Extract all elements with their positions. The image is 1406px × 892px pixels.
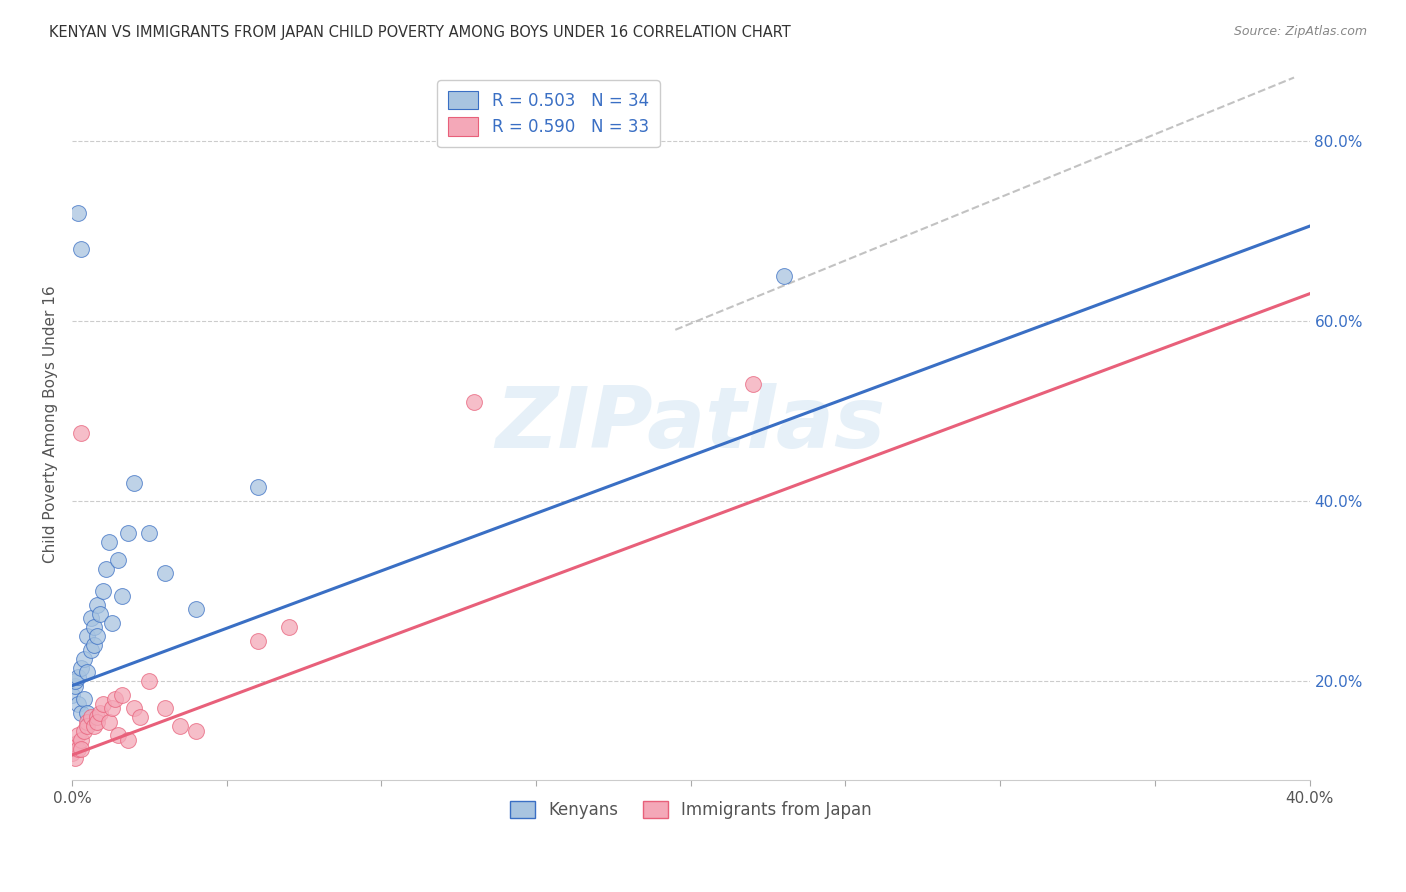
Point — [67, 697, 90, 711]
Point — [63, 751, 86, 765]
Point — [169, 719, 191, 733]
Point — [76, 665, 98, 680]
Point — [79, 642, 101, 657]
Point — [70, 741, 93, 756]
Point — [70, 242, 93, 256]
Point — [73, 723, 96, 738]
Point — [76, 629, 98, 643]
Point — [79, 611, 101, 625]
Point — [153, 701, 176, 715]
Point — [70, 706, 93, 720]
Point — [91, 584, 114, 599]
Point — [76, 719, 98, 733]
Point — [63, 679, 86, 693]
Point — [73, 692, 96, 706]
Point — [89, 706, 111, 720]
Point — [277, 620, 299, 634]
Point — [70, 661, 93, 675]
Point — [89, 607, 111, 621]
Point — [138, 674, 160, 689]
Point — [70, 426, 93, 441]
Point — [67, 741, 90, 756]
Y-axis label: Child Poverty Among Boys Under 16: Child Poverty Among Boys Under 16 — [44, 285, 58, 563]
Point — [122, 701, 145, 715]
Point — [463, 395, 485, 409]
Point — [94, 561, 117, 575]
Point — [60, 746, 83, 760]
Point — [741, 376, 763, 391]
Point — [104, 692, 127, 706]
Point — [86, 714, 108, 729]
Point — [129, 710, 152, 724]
Point — [98, 714, 121, 729]
Point — [246, 481, 269, 495]
Point — [76, 714, 98, 729]
Point — [107, 728, 129, 742]
Point — [101, 701, 124, 715]
Point — [184, 723, 207, 738]
Legend: Kenyans, Immigrants from Japan: Kenyans, Immigrants from Japan — [503, 794, 879, 825]
Point — [83, 620, 105, 634]
Point — [122, 475, 145, 490]
Point — [83, 719, 105, 733]
Point — [70, 732, 93, 747]
Point — [67, 670, 90, 684]
Point — [86, 598, 108, 612]
Point — [138, 525, 160, 540]
Text: ZIPatlas: ZIPatlas — [496, 383, 886, 466]
Point — [772, 268, 794, 283]
Point — [63, 737, 86, 751]
Point — [117, 732, 139, 747]
Point — [91, 697, 114, 711]
Point — [246, 633, 269, 648]
Point — [86, 710, 108, 724]
Point — [76, 706, 98, 720]
Point — [98, 534, 121, 549]
Point — [63, 674, 86, 689]
Point — [83, 638, 105, 652]
Point — [117, 525, 139, 540]
Point — [110, 688, 132, 702]
Point — [67, 728, 90, 742]
Text: KENYAN VS IMMIGRANTS FROM JAPAN CHILD POVERTY AMONG BOYS UNDER 16 CORRELATION CH: KENYAN VS IMMIGRANTS FROM JAPAN CHILD PO… — [49, 25, 792, 40]
Point — [79, 710, 101, 724]
Text: Source: ZipAtlas.com: Source: ZipAtlas.com — [1233, 25, 1367, 38]
Point — [101, 615, 124, 630]
Point — [60, 688, 83, 702]
Point — [110, 589, 132, 603]
Point — [184, 602, 207, 616]
Point — [73, 651, 96, 665]
Point — [86, 629, 108, 643]
Point — [153, 566, 176, 580]
Point — [67, 205, 90, 219]
Point — [107, 552, 129, 566]
